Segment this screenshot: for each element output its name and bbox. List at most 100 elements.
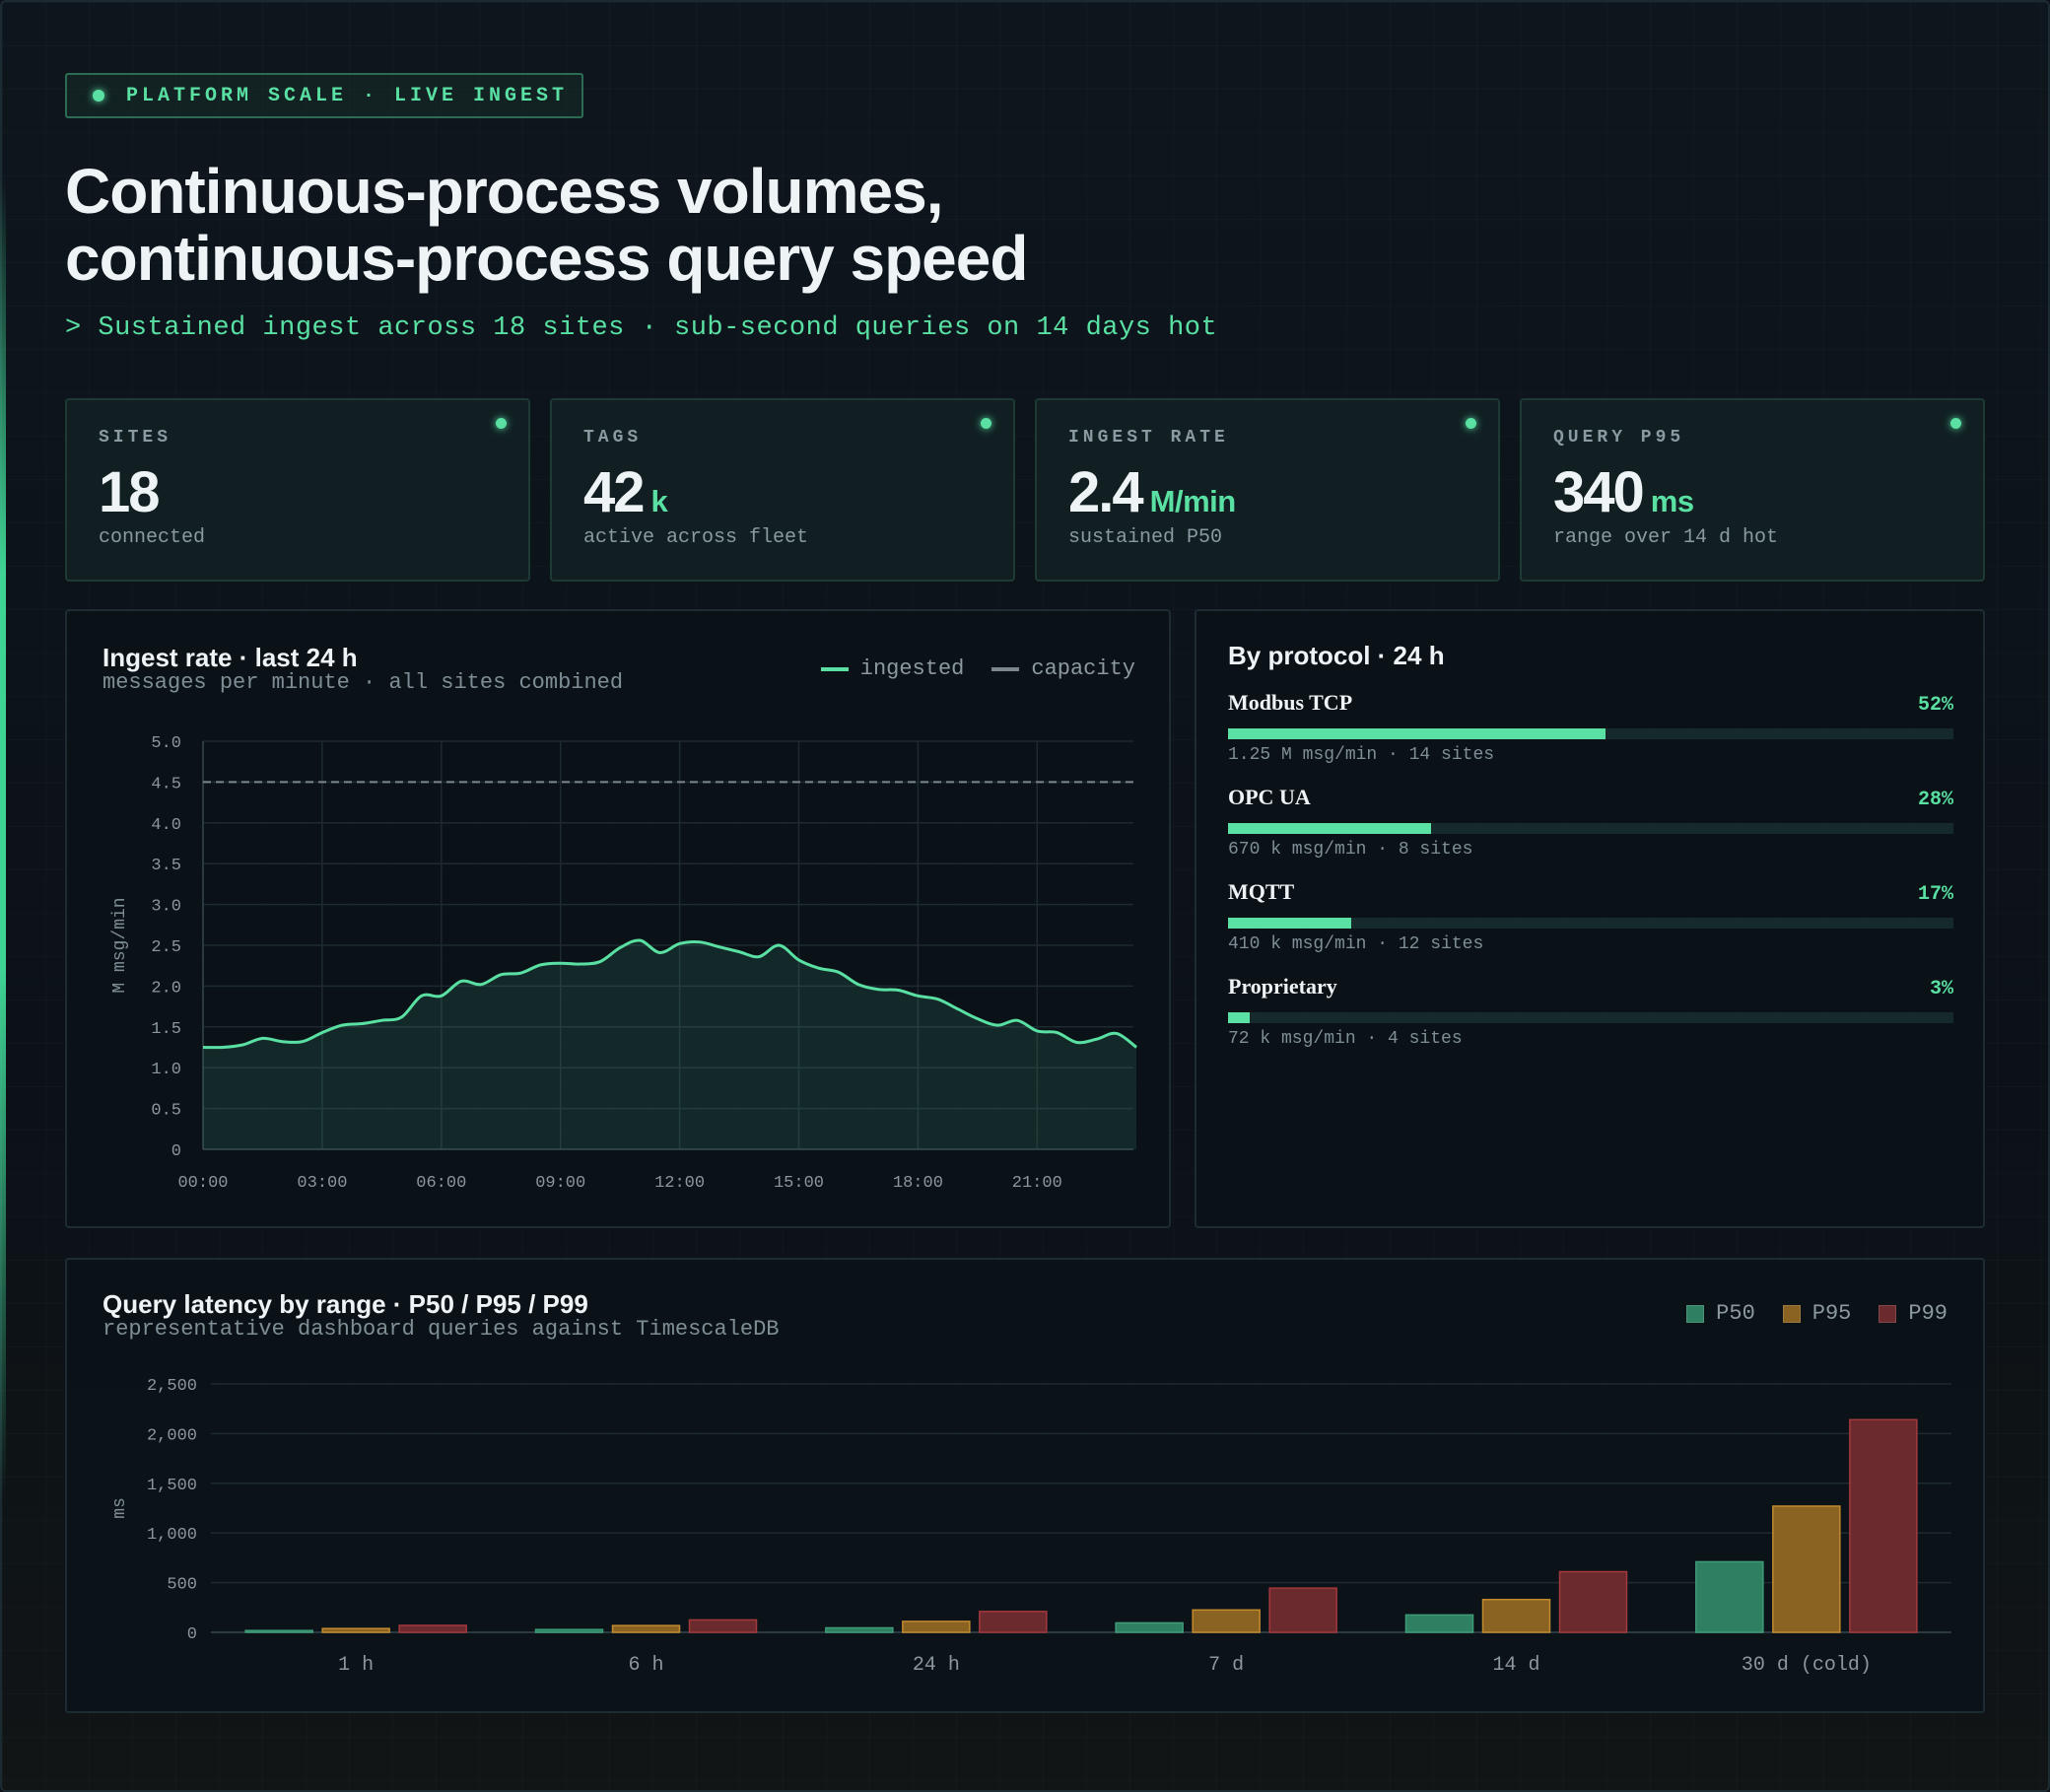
legend-swatch-icon xyxy=(1782,1304,1801,1323)
kpi-caption: active across fleet xyxy=(583,526,809,549)
latency-category-label: 6 h xyxy=(628,1654,663,1677)
ingest-y-tick-label: 0.5 xyxy=(151,1102,181,1121)
latency-bar-p50 xyxy=(1404,1614,1474,1633)
protocol-meta: 410 k msg/min · 12 sites xyxy=(1228,934,1484,954)
latency-y-tick-label: 1,000 xyxy=(147,1526,197,1545)
protocol-bar-track xyxy=(1228,1012,1953,1023)
protocol-share: 17% xyxy=(1917,883,1953,906)
kpi-label: TAGS xyxy=(583,428,643,448)
protocol-row: OPC UA 28% 670 k msg/min · 8 sites xyxy=(1228,785,1953,860)
ingest-y-tick-label: 1.0 xyxy=(151,1061,181,1079)
kpi-card-ingest-rate: INGEST RATE 2.4 M/min sustained P50 xyxy=(1035,398,1500,582)
protocol-name: MQTT xyxy=(1228,879,1295,904)
kpi-value: 340 ms xyxy=(1553,459,1694,525)
badge-label: PLATFORM SCALE · LIVE INGEST xyxy=(126,84,569,107)
kpi-label: QUERY P95 xyxy=(1553,428,1685,448)
protocol-bar-fill xyxy=(1228,823,1432,834)
kpi-unit: k xyxy=(650,484,668,518)
legend-label: P99 xyxy=(1908,1301,1948,1326)
kpi-label: INGEST RATE xyxy=(1068,428,1229,448)
kpi-unit: ms xyxy=(1650,484,1694,518)
ingest-legend: ingested capacity xyxy=(820,656,1135,681)
ingest-y-tick-label: 5.0 xyxy=(151,734,181,753)
protocol-row-head: MQTT 17% xyxy=(1228,879,1953,906)
ingest-y-tick-label: 2.0 xyxy=(151,979,181,998)
ingest-x-tick-label: 18:00 xyxy=(893,1174,943,1193)
latency-bar-p50 xyxy=(534,1628,604,1633)
ingest-x-tick-label: 09:00 xyxy=(535,1174,585,1193)
ingest-y-tick-label: 1.5 xyxy=(151,1020,181,1039)
latency-category-label: 24 h xyxy=(913,1654,960,1677)
protocol-name: OPC UA xyxy=(1228,785,1311,809)
ingest-panel-subtitle: messages per minute · all sites combined xyxy=(102,670,624,695)
legend-item-p99: P99 xyxy=(1879,1301,1948,1326)
legend-swatch-icon xyxy=(1879,1304,1897,1323)
legend-swatch-icon xyxy=(820,666,849,671)
latency-y-tick-label: 2,500 xyxy=(147,1377,197,1396)
protocol-name: Proprietary xyxy=(1228,974,1337,999)
latency-bar-p95 xyxy=(902,1620,971,1633)
page-title-line-1: Continuous-process volumes, xyxy=(65,156,943,227)
kpi-value: 18 xyxy=(99,459,167,525)
kpi-value: 42 k xyxy=(583,459,668,525)
ingest-y-tick-label: 3.0 xyxy=(151,898,181,917)
latency-bar-p99 xyxy=(398,1624,467,1633)
latency-bar-p50 xyxy=(1115,1621,1184,1633)
protocol-name: Modbus TCP xyxy=(1228,690,1353,715)
protocol-row: Proprietary 3% 72 k msg/min · 4 sites xyxy=(1228,974,1953,1049)
latency-bar-p99 xyxy=(979,1611,1048,1633)
kpi-number: 2.4 xyxy=(1068,460,1144,524)
query-latency-panel: Query latency by range · P50 / P95 / P99… xyxy=(65,1258,1985,1713)
kpi-card-tags: TAGS 42 k active across fleet xyxy=(550,398,1015,582)
protocol-panel-title: By protocol · 24 h xyxy=(1228,641,1445,670)
ingest-y-tick-label: 3.5 xyxy=(151,857,181,875)
ingest-y-tick-label: 2.5 xyxy=(151,938,181,957)
ingest-y-tick-label: 4.0 xyxy=(151,816,181,835)
latency-category-label: 1 h xyxy=(338,1654,374,1677)
kpi-status-dot-icon xyxy=(1466,418,1476,429)
ingest-rate-chart: 0 0.5 1.0 1.5 2.0 2.5 3.0 3.5 4.0 4.5 5.0 00:00 03:0… xyxy=(110,734,1137,1193)
ingest-x-tick-label: 21:00 xyxy=(1012,1174,1062,1193)
page-title-line-2: continuous-process query speed xyxy=(65,223,1028,294)
protocol-row-head: Modbus TCP 52% xyxy=(1228,690,1953,717)
kpi-unit: M/min xyxy=(1149,484,1237,518)
ingest-x-tick-label: 03:00 xyxy=(297,1174,347,1193)
protocol-row: Modbus TCP 52% 1.25 M msg/min · 14 sites xyxy=(1228,690,1953,765)
kpi-caption: sustained P50 xyxy=(1068,526,1223,549)
protocol-share: 28% xyxy=(1917,789,1953,811)
latency-bar-p95 xyxy=(1772,1505,1841,1633)
legend-item-ingested: ingested xyxy=(820,656,965,681)
ingested-area xyxy=(203,939,1137,1149)
protocol-panel: By protocol · 24 h Modbus TCP 52% 1.25 M m… xyxy=(1195,609,1985,1228)
ingest-y-axis-label: M msg/min xyxy=(110,897,130,993)
protocol-bar-track xyxy=(1228,728,1953,739)
latency-category-label: 14 d xyxy=(1492,1654,1539,1677)
latency-category-label: 30 d (cold) xyxy=(1742,1654,1872,1677)
ingest-x-tick-label: 06:00 xyxy=(416,1174,466,1193)
protocol-row-head: Proprietary 3% xyxy=(1228,974,1953,1000)
kpi-status-dot-icon xyxy=(981,418,991,429)
ingest-x-tick-label: 15:00 xyxy=(774,1174,824,1193)
kpi-card-query-p95: QUERY P95 340 ms range over 14 d hot xyxy=(1520,398,1985,582)
legend-label: capacity xyxy=(1031,656,1135,681)
legend-label: ingested xyxy=(859,656,965,681)
latency-y-axis-label: ms xyxy=(110,1497,130,1519)
latency-bar-p99 xyxy=(1268,1587,1337,1633)
legend-item-p95: P95 xyxy=(1782,1301,1851,1326)
kpi-number: 18 xyxy=(99,460,160,524)
legend-label: P50 xyxy=(1716,1301,1755,1326)
latency-y-tick-label: 500 xyxy=(167,1576,197,1595)
ingested-line xyxy=(202,938,1137,1050)
latency-bar-p50 xyxy=(1695,1560,1764,1633)
protocol-row: MQTT 17% 410 k msg/min · 12 sites xyxy=(1228,879,1953,954)
live-status-dot-icon xyxy=(93,90,104,102)
legend-item-p50: P50 xyxy=(1686,1301,1755,1326)
protocol-share: 52% xyxy=(1917,694,1953,717)
kpi-card-sites: SITES 18 connected xyxy=(65,398,530,582)
protocol-share: 3% xyxy=(1929,978,1953,1000)
kpi-number: 42 xyxy=(583,460,645,524)
kpi-value: 2.4 M/min xyxy=(1068,459,1236,525)
query-latency-chart: 0 500 1,000 1,500 2,000 2,500 ms 1 h 6 h 24 h 7 d 1… xyxy=(110,1377,1951,1677)
latency-bar-p95 xyxy=(1192,1609,1261,1633)
latency-bar-p95 xyxy=(611,1624,681,1633)
